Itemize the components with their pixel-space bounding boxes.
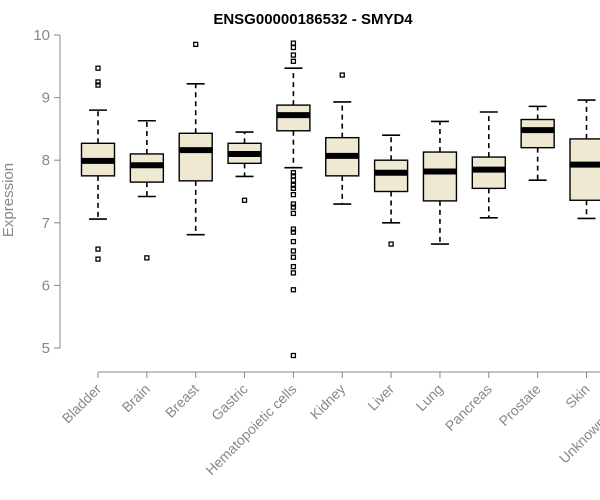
y-axis: 5 6 7 8 9 10 (33, 27, 61, 357)
outlier-point (95, 246, 101, 252)
box-group (129, 119, 165, 261)
box-group (520, 105, 555, 182)
outlier-point (290, 201, 297, 207)
x-tick-label: Brain (119, 381, 153, 415)
iqr-box (520, 118, 555, 149)
iqr-box (569, 138, 600, 201)
box-group (422, 120, 458, 245)
x-tick-label: Prostate (496, 381, 544, 429)
y-tick-label: 9 (42, 90, 50, 107)
y-tick-label: 10 (33, 27, 50, 44)
box-group (325, 72, 360, 205)
box-group (276, 40, 311, 359)
box-group (178, 41, 213, 236)
outlier-point (290, 270, 297, 276)
y-tick-label: 7 (42, 215, 50, 232)
iqr-box (471, 156, 506, 190)
chart-title: ENSG00000186532 - SMYD4 (213, 11, 413, 28)
outlier-point (290, 210, 297, 217)
outlier-point (144, 255, 150, 261)
y-tick-label: 5 (42, 340, 50, 357)
outlier-point (290, 204, 297, 210)
outlier-point (290, 352, 297, 359)
x-tick-label: Skin (562, 381, 593, 412)
outlier-point (95, 65, 101, 71)
outlier-point (290, 52, 297, 58)
box-series (80, 40, 600, 359)
iqr-box (422, 151, 458, 202)
outlier-point (290, 170, 297, 176)
x-tick-label: Gastric (208, 381, 251, 424)
outlier-point (290, 229, 297, 235)
x-tick-label: Kidney (307, 381, 349, 423)
outlier-point (193, 41, 199, 48)
outlier-point (241, 197, 248, 203)
outlier-point (290, 58, 297, 64)
outlier-point (290, 173, 297, 179)
outlier-point (95, 256, 101, 262)
y-tick-label: 6 (42, 277, 50, 294)
outlier-point (290, 263, 297, 270)
outlier-point (339, 72, 345, 78)
box-group (227, 131, 262, 203)
outlier-point (290, 226, 297, 232)
x-tick-label: Breast (162, 381, 202, 421)
box-group (373, 134, 409, 247)
outlier-point (290, 177, 297, 183)
outlier-point (290, 44, 297, 51)
x-tick-label: Bladder (59, 381, 105, 427)
box-group (80, 65, 116, 262)
box-group (569, 99, 600, 220)
outlier-point (388, 241, 394, 247)
x-tick-label: Liver (364, 381, 397, 414)
y-axis-label: Expression (0, 163, 17, 237)
x-tick-label: Pancreas (442, 381, 495, 434)
outlier-point (95, 79, 101, 85)
outlier-point (290, 40, 297, 46)
outlier-point (290, 191, 297, 198)
x-tick-label: Hematopoietic cells (202, 381, 299, 478)
iqr-box (373, 159, 409, 193)
outlier-point (95, 82, 101, 88)
box-group (471, 111, 506, 219)
outlier-point (290, 238, 297, 245)
iqr-box (178, 132, 213, 182)
outlier-point (290, 182, 297, 188)
outlier-point (290, 287, 297, 293)
x-tick-label: Lung (413, 381, 446, 414)
y-tick-label: 8 (42, 152, 50, 169)
outlier-point (290, 254, 297, 260)
outlier-point (290, 248, 297, 254)
outlier-point (290, 185, 297, 192)
